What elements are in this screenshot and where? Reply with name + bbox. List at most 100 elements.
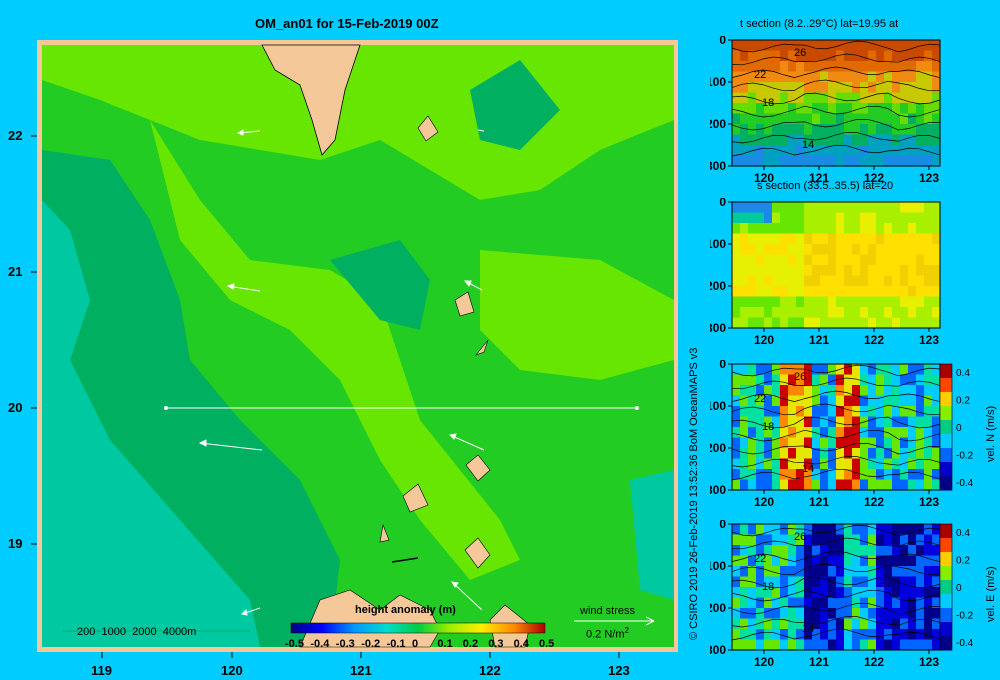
section-cell [788,534,797,546]
section-cell [820,416,829,428]
section-cell [828,448,837,459]
section-cell [748,385,757,396]
section-cell [780,576,789,588]
section-cell [780,244,789,255]
section-cell [796,155,805,167]
section-cell [812,275,821,287]
depth-legend: 200 1000 2000 4000m [77,626,196,638]
section-cell [844,233,853,245]
contour-label: 18 [762,421,774,433]
section-cell [772,566,781,577]
section-cell [732,317,741,329]
section-cell [836,545,845,556]
land-island-5 [402,483,429,513]
section-cell [788,448,797,459]
section-cell [932,479,941,491]
section-cell [836,233,845,245]
section-cell [788,61,797,72]
section-cell [740,597,749,609]
section-cell [884,364,893,375]
section-cell [924,286,933,297]
section-cell [908,545,917,556]
section-cell [868,113,877,125]
section-cell [892,385,901,396]
section-cell [844,307,853,318]
section-cell [772,244,781,255]
section-cell [892,286,901,297]
section-cell [772,639,781,651]
section-cell [876,275,885,287]
section-cell [748,233,757,245]
panel-x-tick: 122 [864,333,884,347]
section-cell [780,566,789,577]
section-cell [892,317,901,329]
section-cell [836,212,845,224]
section-cell [932,416,941,428]
section-cell [852,448,861,459]
section-cell [876,244,885,255]
section-cell [892,406,901,417]
section-cell [756,406,765,417]
section-cell [828,233,837,245]
panel-y-tick: 100 [710,399,726,413]
section-cell [924,223,933,234]
section-panel-title: s section (33.5..35.5) lat=20 [757,180,894,192]
section-cell [756,427,765,438]
map-ticks [31,135,620,658]
section-cell [804,317,813,329]
section-cell [812,395,821,407]
section-cell [852,385,861,396]
section-cell [780,61,789,72]
section-cell [804,254,813,266]
section-cell [764,479,773,491]
section-cell [740,469,749,480]
section-cell [828,427,837,438]
section-cell [812,61,821,72]
section-cell [764,587,773,598]
section-cell [740,458,749,470]
section-cell [756,545,765,556]
section-cell [812,385,821,396]
section-cell [884,124,893,135]
section-cell [788,145,797,156]
section-cell [796,566,805,577]
section-cell [932,82,941,93]
section-cell [764,524,773,535]
section-cell [868,145,877,156]
section-cell [796,364,805,375]
section-cell [780,448,789,459]
section-cell [860,479,869,491]
section-cell [796,524,805,535]
section-cell [924,40,933,51]
section-cell [788,124,797,135]
section-cell [844,244,853,255]
section-cell [916,202,925,213]
section-cell [828,555,837,567]
section-cell [924,317,933,329]
section-cell [908,202,917,213]
section-cell [812,608,821,619]
panel-x-tick: 120 [754,171,774,185]
section-cell [924,469,933,480]
section-cell [772,587,781,598]
section-cell [812,427,821,438]
section-cell [876,92,885,104]
section-cell [780,286,789,297]
map-title: OM_an01 for 15-Feb-2019 00Z [255,16,439,31]
section-start [164,406,168,410]
section-cell [836,202,845,213]
section-cell [932,265,941,276]
section-cell [932,374,941,386]
section-cell [788,296,797,308]
section-cell [772,50,781,62]
section-cell [868,307,877,318]
panel-y-tick: 200 [710,441,726,455]
panel-colorbar-label: vel. N (m/s) [985,405,997,462]
section-cell [812,223,821,234]
section-cell [756,134,765,146]
section-cell [732,50,741,62]
section-cell [892,364,901,375]
section-cell [916,406,925,417]
section-cell [924,448,933,459]
panel-colorbar-tick: -0.4 [956,478,974,489]
